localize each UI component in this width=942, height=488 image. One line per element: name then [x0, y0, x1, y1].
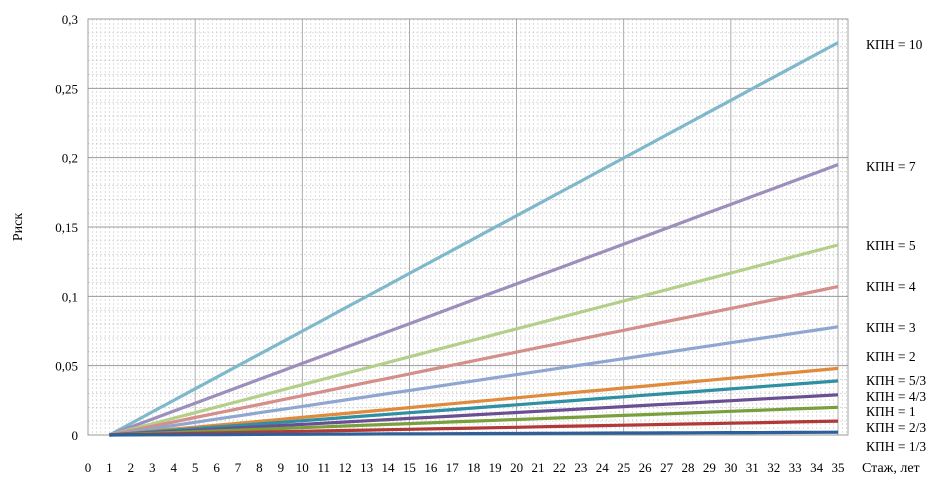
grid — [87, 18, 849, 436]
y-axis-label: Риск — [11, 213, 26, 241]
y-tick-label: 0 — [72, 428, 79, 443]
x-tick-label: 0 — [85, 460, 92, 475]
series-label: КПН = 1/3 — [866, 439, 926, 454]
y-tick-label: 0,1 — [62, 289, 78, 304]
x-tick-label: 21 — [532, 460, 545, 475]
series-line — [109, 419, 839, 437]
series-line — [109, 430, 839, 437]
x-tick-label: 28 — [682, 460, 695, 475]
series-line — [109, 366, 839, 437]
x-tick-label: 24 — [596, 460, 610, 475]
x-tick-label: 5 — [192, 460, 199, 475]
series-line — [108, 163, 839, 437]
series-line — [108, 41, 839, 437]
x-tick-label: 35 — [832, 460, 845, 475]
x-tick-label: 11 — [317, 460, 330, 475]
x-tick-label: 9 — [278, 460, 285, 475]
series-label: КПН = 3 — [866, 320, 916, 335]
y-tick-label: 0,15 — [55, 220, 78, 235]
x-tick-label: 4 — [170, 460, 177, 475]
x-tick-label: 32 — [767, 460, 780, 475]
series-label: КПН = 7 — [866, 159, 916, 174]
series-label: КПН = 2 — [866, 349, 916, 364]
series-label: КПН = 5/3 — [866, 373, 926, 388]
series-label: КПН = 4 — [866, 279, 916, 294]
x-tick-label: 15 — [403, 460, 416, 475]
x-tick-label: 8 — [256, 460, 263, 475]
x-tick-label: 6 — [213, 460, 220, 475]
series-line — [108, 243, 839, 437]
x-tick-label: 30 — [724, 460, 737, 475]
series-label: КПН = 2/3 — [866, 420, 926, 435]
x-tick-label: 17 — [446, 460, 460, 475]
x-tick-label: 10 — [296, 460, 309, 475]
x-tick-label: 7 — [235, 460, 242, 475]
y-tick-label: 0,05 — [55, 359, 78, 374]
x-tick-label: 1 — [106, 460, 113, 475]
series-line — [109, 285, 839, 437]
series-label: КПН = 1 — [866, 404, 916, 419]
x-tick-label: 29 — [703, 460, 716, 475]
y-tick-label: 0,25 — [55, 81, 78, 96]
series-label: КПН = 10 — [866, 37, 923, 52]
series-line — [109, 405, 839, 437]
x-tick-label: 19 — [489, 460, 502, 475]
x-tick-label: 22 — [553, 460, 566, 475]
y-tick-labels: 0 0,05 0,1 0,15 0,2 0,25 0,3 — [55, 12, 78, 443]
x-tick-label: 33 — [789, 460, 802, 475]
x-tick-label: 31 — [746, 460, 759, 475]
x-tick-label: 3 — [149, 460, 156, 475]
x-tick-label: 14 — [382, 460, 396, 475]
x-tick-label: 23 — [574, 460, 587, 475]
series-lines — [108, 41, 839, 437]
x-tick-label: 2 — [128, 460, 135, 475]
series-line — [109, 379, 839, 437]
x-tick-label: 26 — [639, 460, 653, 475]
x-tick-label: 12 — [339, 460, 352, 475]
x-tick-label: 16 — [424, 460, 438, 475]
series-labels: КПН = 10 КПН = 7 КПН = 5 КПН = 4 КПН = 3 КПН … — [866, 37, 926, 454]
series-label: КПН = 5 — [866, 238, 916, 253]
series-line — [109, 325, 839, 437]
y-tick-label: 0,3 — [62, 12, 78, 27]
x-axis-label: Стаж, лет — [862, 461, 920, 476]
series-label: КПН = 4/3 — [866, 389, 926, 404]
series-line — [109, 393, 839, 437]
x-tick-label: 25 — [617, 460, 630, 475]
x-tick-label: 13 — [360, 460, 373, 475]
x-tick-label: 20 — [510, 460, 523, 475]
x-tick-label: 27 — [660, 460, 674, 475]
x-tick-label: 34 — [810, 460, 824, 475]
x-tick-labels: 0 1 2 3 4 5 6 7 8 9 10 11 12 13 14 15 16 17 18 19 20 21 22 23 24… — [85, 460, 845, 475]
y-tick-label: 0,2 — [62, 151, 78, 166]
x-tick-label: 18 — [467, 460, 480, 475]
